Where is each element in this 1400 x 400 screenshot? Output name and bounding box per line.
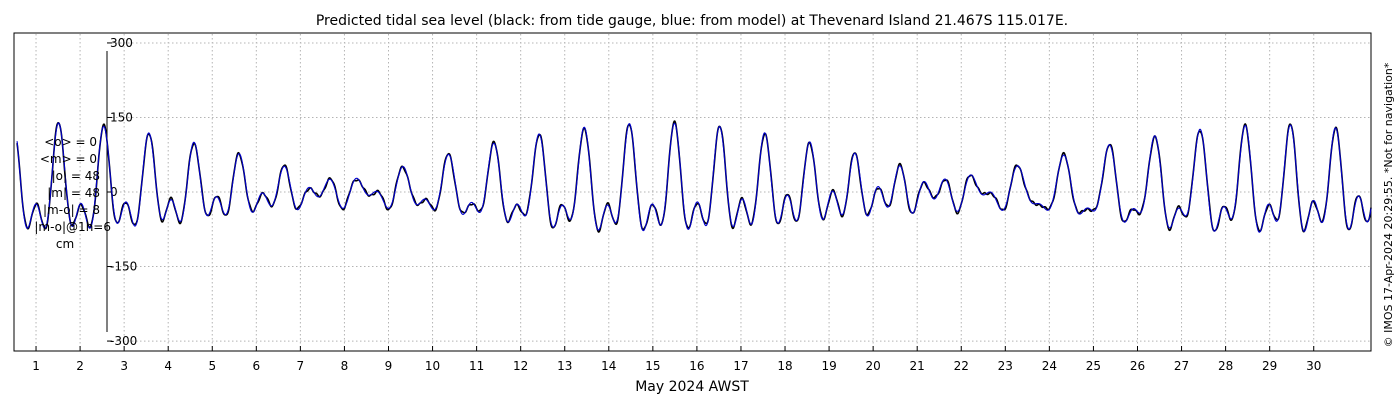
y-tick-label: -150 <box>110 260 137 274</box>
y-axis: 300 150 0 -150 -300 <box>107 36 137 348</box>
x-tick-label: 22 <box>954 359 969 373</box>
x-tick-label: 5 <box>208 359 216 373</box>
y-tick-label: 150 <box>110 110 133 124</box>
x-tick-label: 13 <box>557 359 572 373</box>
series-model-line <box>16 122 1372 233</box>
x-tick-label: 23 <box>998 359 1013 373</box>
x-tick-label: 2 <box>76 359 84 373</box>
x-axis: 1 2 3 4 5 6 7 8 9 10 11 12 13 14 15 16 17 18 19 20 21 22 23 24 2… <box>32 346 1321 373</box>
x-tick-label: 11 <box>469 359 484 373</box>
x-tick-label: 14 <box>601 359 616 373</box>
x-tick-label: 10 <box>425 359 440 373</box>
x-tick-label: 28 <box>1218 359 1233 373</box>
y-tick-label: -300 <box>110 334 137 348</box>
x-tick-label: 24 <box>1042 359 1057 373</box>
credit-text: © IMOS 17-Apr-2024 20:29:55. *Not for na… <box>1382 62 1395 347</box>
x-tick-label: 25 <box>1086 359 1101 373</box>
x-tick-label: 8 <box>341 359 349 373</box>
stat-line-abs-diff: |m-o| = 8 <box>43 203 100 217</box>
x-tick-label: 6 <box>253 359 261 373</box>
stats-box: <o> = 0 <m> = 0 |o| = 48 |m| = 48 |m-o| … <box>34 135 111 251</box>
x-tick-label: 4 <box>164 359 172 373</box>
grid-lines <box>35 34 1370 350</box>
x-tick-label: 18 <box>777 359 792 373</box>
x-tick-label: 27 <box>1174 359 1189 373</box>
x-axis-label: May 2024 AWST <box>635 379 749 395</box>
stat-line-mean-obs: <o> = 0 <box>44 135 97 149</box>
x-tick-label: 29 <box>1262 359 1277 373</box>
x-tick-label: 17 <box>733 359 748 373</box>
stat-line-units: cm <box>56 237 74 251</box>
x-tick-label: 9 <box>385 359 393 373</box>
x-tick-label: 12 <box>513 359 528 373</box>
x-tick-label: 21 <box>910 359 925 373</box>
chart-title: Predicted tidal sea level (black: from t… <box>316 13 1068 29</box>
stat-line-abs-model: |m| = 48 <box>47 186 100 200</box>
stat-line-diff-1h: |m-o|@1h=6 <box>34 220 111 234</box>
x-tick-label: 16 <box>689 359 704 373</box>
stat-line-mean-model: <m> = 0 <box>40 152 97 166</box>
x-tick-label: 3 <box>120 359 128 373</box>
y-tick-label: 300 <box>110 36 133 50</box>
x-tick-label: 30 <box>1306 359 1321 373</box>
x-tick-label: 15 <box>645 359 660 373</box>
stat-line-abs-obs: |o| = 48 <box>52 169 100 183</box>
y-tick-label: 0 <box>110 185 118 199</box>
x-tick-label: 26 <box>1130 359 1145 373</box>
x-tick-label: 7 <box>297 359 305 373</box>
x-tick-label: 19 <box>821 359 836 373</box>
x-tick-label: 1 <box>32 359 40 373</box>
x-tick-label: 20 <box>865 359 880 373</box>
